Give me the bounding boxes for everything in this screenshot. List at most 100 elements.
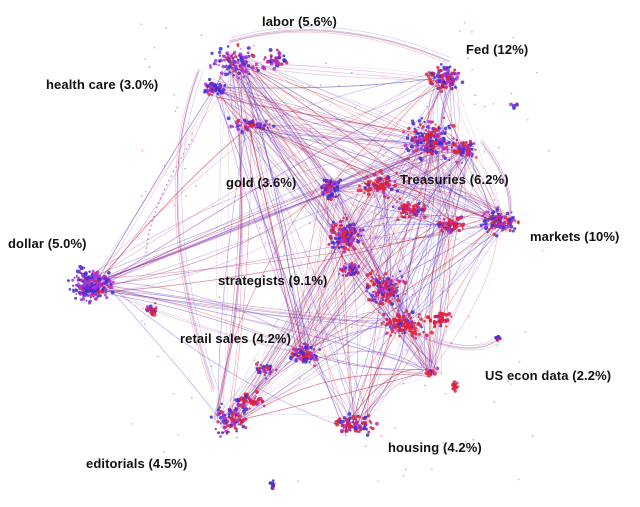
graph-node bbox=[395, 325, 398, 328]
graph-node bbox=[367, 297, 371, 302]
graph-edge bbox=[229, 29, 450, 62]
graph-node bbox=[421, 134, 424, 138]
graph-node bbox=[212, 205, 214, 208]
graph-node bbox=[381, 280, 384, 283]
graph-edge bbox=[177, 68, 215, 389]
graph-node bbox=[416, 212, 419, 216]
graph-node bbox=[309, 128, 312, 130]
graph-node bbox=[353, 237, 356, 240]
graph-node bbox=[298, 356, 302, 361]
graph-node bbox=[371, 277, 375, 281]
graph-edge bbox=[77, 152, 464, 289]
graph-node bbox=[270, 54, 273, 57]
graph-node bbox=[143, 323, 146, 326]
graph-node bbox=[507, 380, 509, 383]
graph-node bbox=[348, 223, 352, 227]
graph-node bbox=[268, 122, 271, 125]
graph-node bbox=[104, 282, 106, 285]
graph-node bbox=[336, 188, 340, 192]
graph-node bbox=[495, 234, 499, 238]
graph-node bbox=[271, 124, 276, 128]
graph-node bbox=[479, 224, 483, 228]
graph-node bbox=[437, 70, 441, 74]
graph-edge bbox=[306, 346, 430, 375]
graph-node bbox=[185, 148, 188, 150]
graph-node bbox=[335, 240, 338, 243]
graph-node bbox=[241, 424, 246, 429]
graph-node bbox=[467, 154, 470, 157]
graph-node bbox=[391, 205, 395, 209]
graph-edge bbox=[92, 176, 326, 291]
graph-edge bbox=[253, 115, 379, 293]
graph-node bbox=[482, 223, 485, 226]
graph-node bbox=[395, 278, 399, 282]
graph-node bbox=[342, 216, 345, 220]
graph-node bbox=[174, 110, 177, 113]
graph-node bbox=[404, 205, 408, 210]
graph-edge bbox=[214, 92, 345, 224]
graph-edge bbox=[218, 84, 349, 427]
graph-node bbox=[367, 186, 371, 190]
graph-node bbox=[237, 125, 240, 128]
graph-node bbox=[512, 36, 515, 39]
graph-node bbox=[146, 308, 151, 312]
graph-node bbox=[386, 285, 389, 289]
graph-node bbox=[75, 276, 78, 279]
graph-node bbox=[332, 241, 336, 245]
graph-node bbox=[349, 242, 353, 246]
graph-node bbox=[240, 403, 245, 408]
graph-edge bbox=[432, 228, 458, 377]
graph-node bbox=[191, 133, 194, 135]
graph-node bbox=[373, 295, 378, 299]
graph-node bbox=[392, 317, 395, 321]
cluster-label-treasuries: Treasuries (6.2%) bbox=[400, 172, 509, 187]
graph-node bbox=[141, 320, 143, 322]
graph-node bbox=[452, 149, 456, 153]
graph-node bbox=[412, 336, 415, 339]
graph-node bbox=[510, 219, 514, 223]
graph-node bbox=[232, 69, 236, 73]
graph-edge bbox=[77, 142, 441, 284]
graph-edge bbox=[322, 193, 351, 428]
graph-node bbox=[411, 149, 415, 153]
graph-node bbox=[88, 270, 91, 273]
graph-node bbox=[442, 78, 445, 82]
graph-node bbox=[256, 403, 259, 406]
graph-node bbox=[462, 142, 465, 145]
graph-node bbox=[227, 65, 231, 69]
graph-node bbox=[263, 373, 266, 377]
graph-node bbox=[429, 373, 433, 376]
graph-node bbox=[209, 64, 212, 67]
graph-node bbox=[216, 420, 220, 424]
graph-node bbox=[339, 224, 343, 228]
graph-edge bbox=[210, 78, 502, 216]
graph-node bbox=[406, 201, 410, 205]
graph-node bbox=[361, 421, 365, 425]
graph-node bbox=[386, 292, 390, 296]
graph-node bbox=[446, 149, 449, 152]
graph-node bbox=[394, 332, 397, 334]
graph-node bbox=[500, 228, 504, 232]
graph-edge bbox=[314, 149, 470, 354]
nodes-layer bbox=[67, 22, 550, 491]
graph-edge bbox=[426, 137, 434, 372]
graph-edge bbox=[177, 69, 216, 390]
graph-node bbox=[231, 66, 235, 71]
graph-node bbox=[148, 66, 151, 68]
graph-node bbox=[487, 228, 491, 232]
graph-node bbox=[292, 347, 297, 352]
graph-edge bbox=[330, 71, 452, 188]
graph-node bbox=[244, 54, 249, 59]
cluster-label-gold: gold (3.6%) bbox=[226, 175, 297, 190]
graph-node bbox=[234, 67, 239, 72]
graph-node bbox=[324, 178, 328, 183]
graph-node bbox=[486, 218, 490, 222]
graph-node bbox=[353, 249, 356, 251]
graph-node bbox=[369, 426, 373, 429]
graph-node bbox=[248, 407, 251, 410]
graph-node bbox=[268, 182, 271, 185]
graph-node bbox=[436, 134, 440, 139]
graph-node bbox=[222, 413, 225, 416]
graph-node bbox=[450, 86, 453, 90]
